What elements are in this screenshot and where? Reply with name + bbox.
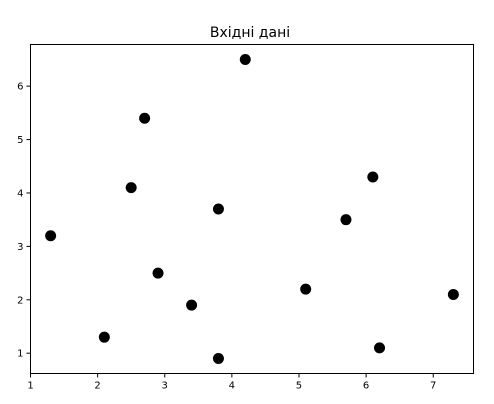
y-tick-label: 4 bbox=[17, 188, 23, 199]
data-point bbox=[152, 267, 164, 279]
x-tick-label: 5 bbox=[296, 381, 302, 392]
data-point bbox=[340, 214, 352, 226]
x-tick-label: 7 bbox=[430, 381, 436, 392]
data-point bbox=[45, 230, 57, 242]
data-point bbox=[139, 112, 151, 124]
y-tick-label: 5 bbox=[17, 135, 23, 146]
data-point bbox=[125, 182, 137, 194]
data-point bbox=[186, 299, 198, 311]
x-tick-label: 2 bbox=[94, 381, 100, 392]
chart-title: Вхідні дані bbox=[210, 25, 290, 41]
data-point bbox=[300, 283, 312, 295]
x-tick-label: 4 bbox=[229, 381, 235, 392]
data-point bbox=[212, 203, 224, 215]
data-point bbox=[98, 331, 110, 343]
y-tick-label: 1 bbox=[17, 349, 23, 360]
y-tick-label: 2 bbox=[17, 295, 23, 306]
data-point bbox=[367, 171, 379, 183]
plot-area: 1 2 3 4 5 6 7 1 2 3 4 5 6 bbox=[17, 53, 459, 392]
data-point bbox=[239, 53, 251, 65]
plot-frame bbox=[30, 44, 474, 374]
data-point bbox=[374, 342, 386, 354]
y-tick-label: 6 bbox=[17, 82, 23, 93]
x-tick-label: 3 bbox=[162, 381, 168, 392]
data-point bbox=[447, 288, 459, 300]
data-point bbox=[212, 353, 224, 365]
y-tick-label: 3 bbox=[17, 242, 23, 253]
x-tick-label: 6 bbox=[363, 381, 369, 392]
x-tick-label: 1 bbox=[27, 381, 33, 392]
